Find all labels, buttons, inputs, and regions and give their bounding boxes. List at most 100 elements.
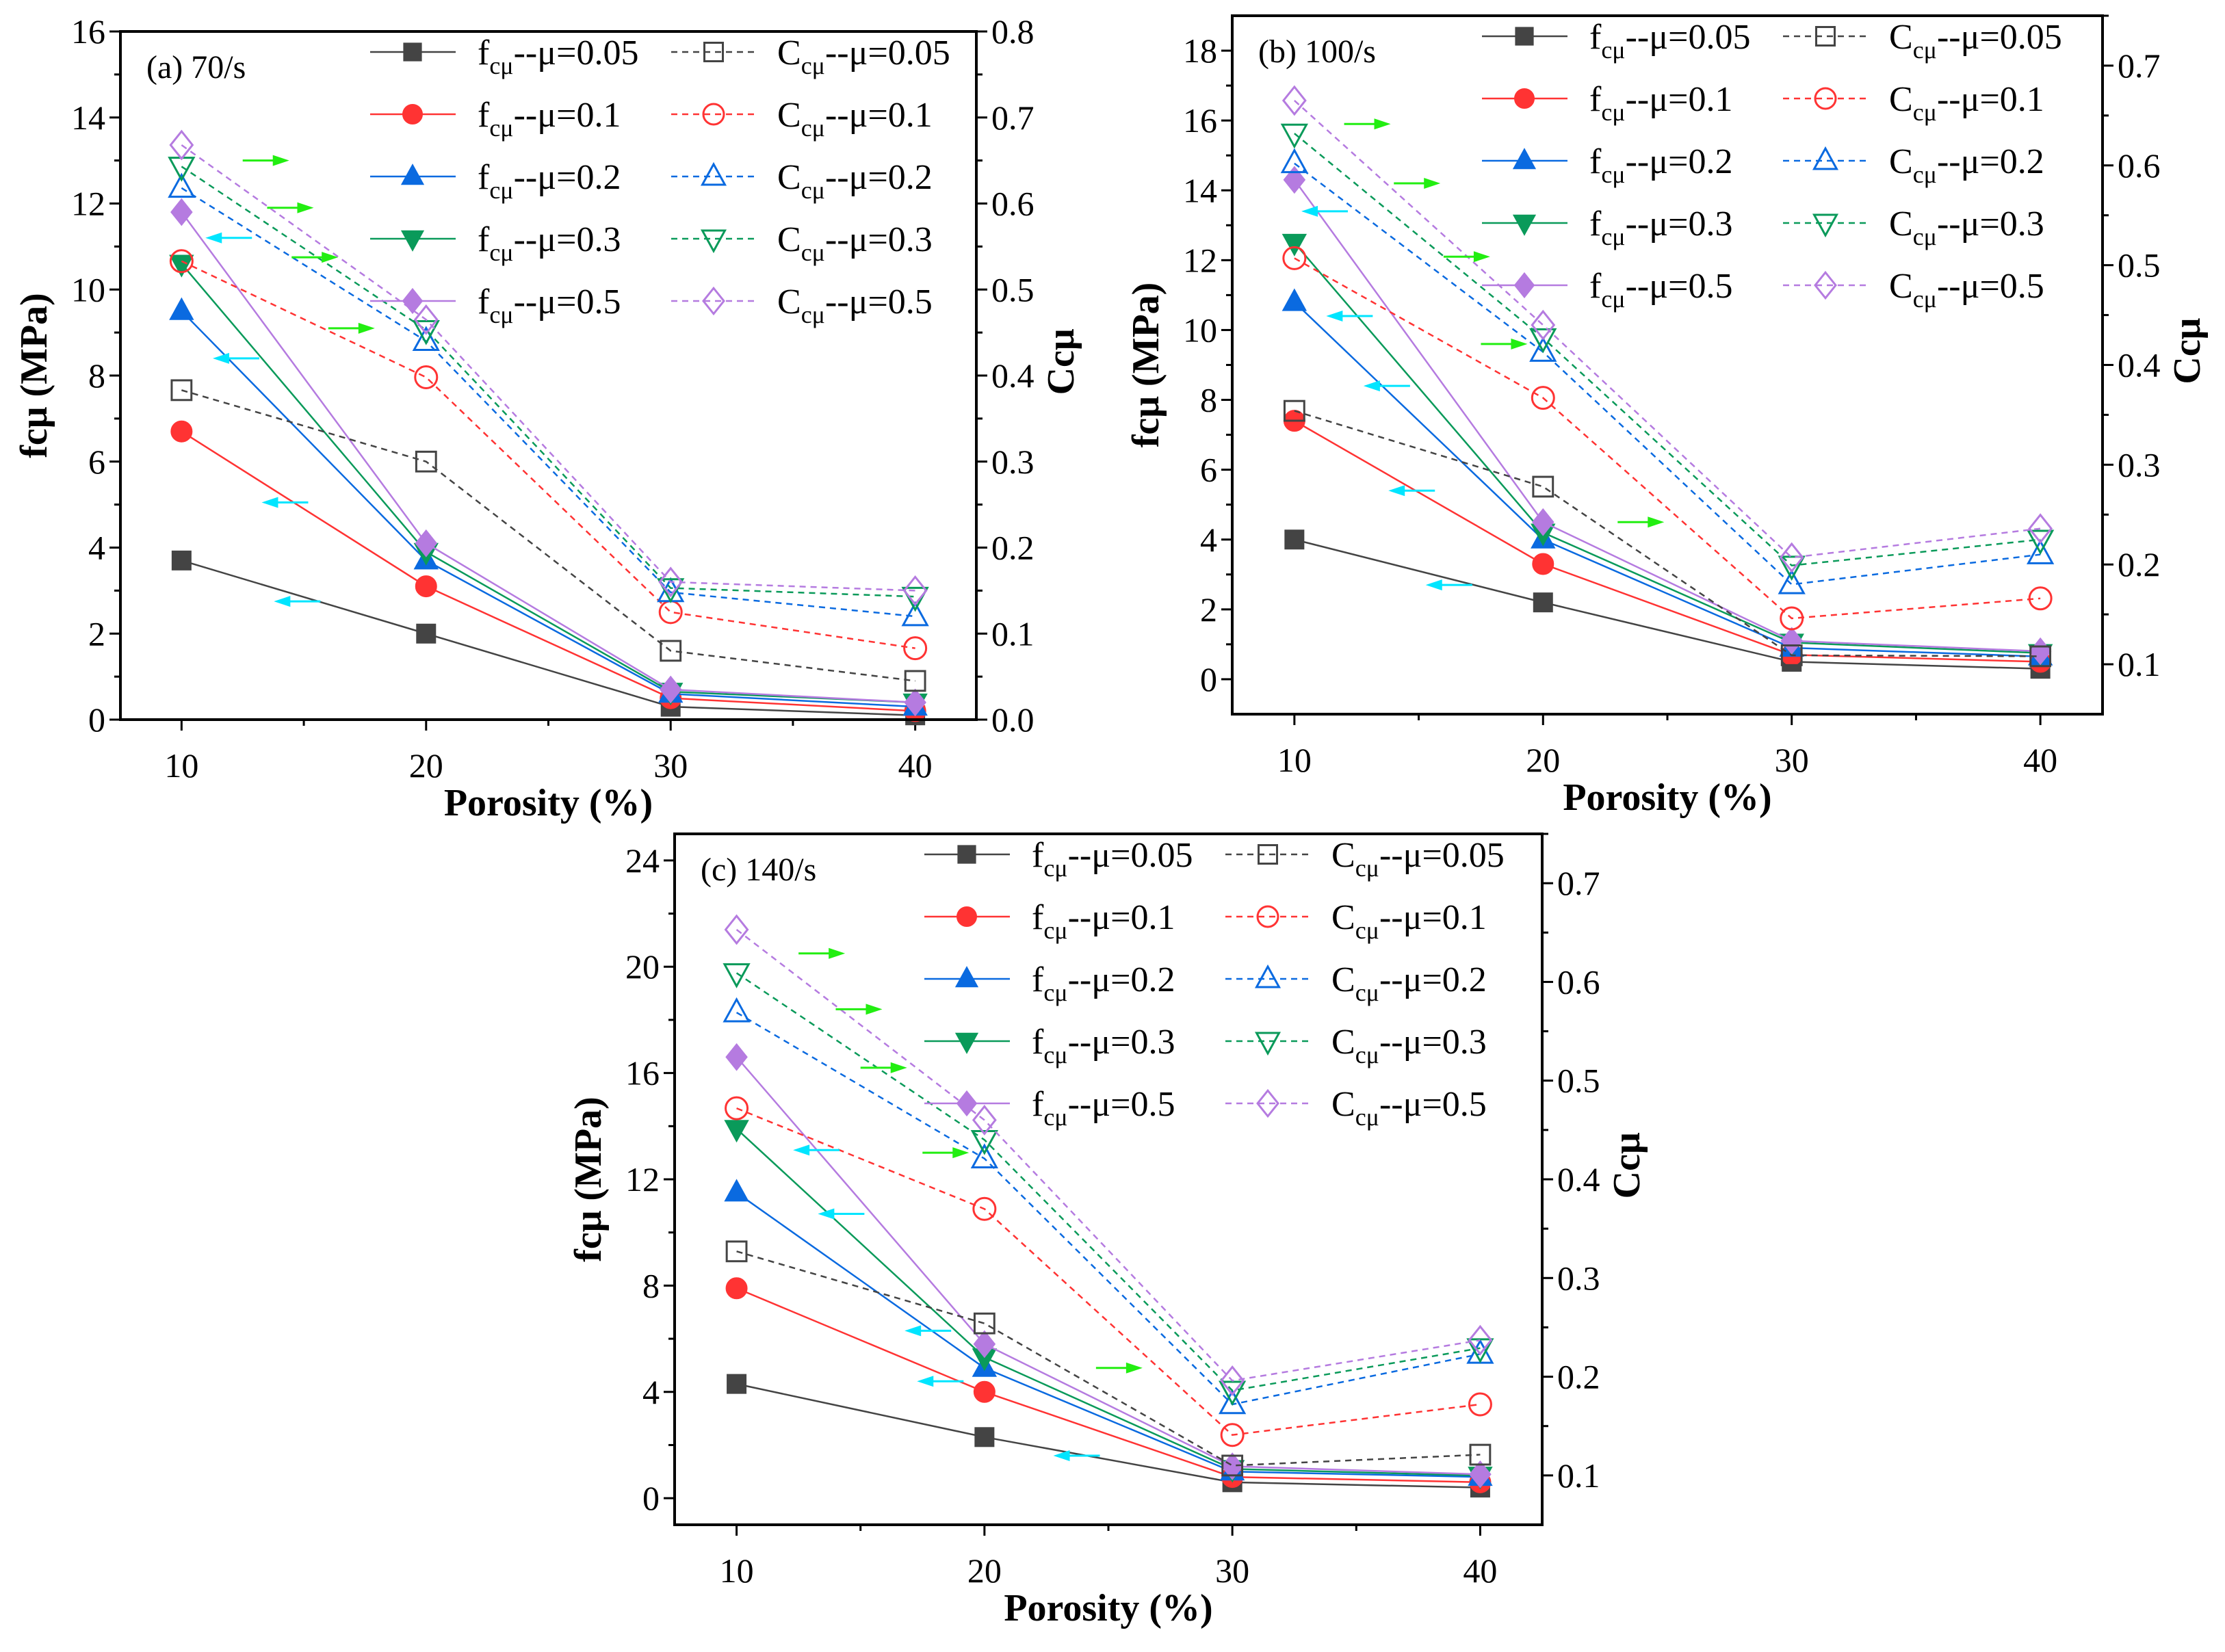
y-tick-label: 2 [88, 614, 105, 653]
data-point [725, 1096, 749, 1120]
series-line [1293, 242, 2041, 654]
legend-label: Ccμ--μ=0.1 [777, 96, 933, 142]
x-tick-label: 30 [1775, 741, 1809, 779]
legend-sub: cμ [1043, 917, 1067, 944]
data-point [727, 1374, 747, 1394]
legend-sub: cμ [1913, 36, 1937, 64]
y2-tick-label: 0.7 [1557, 864, 1600, 902]
data-point [970, 1143, 998, 1168]
y-tick-label: 16 [625, 1054, 660, 1092]
y-tick-label: 18 [1183, 31, 1217, 70]
legend-sub: cμ [1601, 99, 1625, 126]
series-line [181, 389, 915, 682]
y2-tick-label: 0.3 [991, 443, 1035, 481]
arrow-head-icon [1301, 205, 1318, 217]
legend-main: C [1889, 267, 1913, 306]
y2-tick-label: 0.2 [991, 529, 1035, 567]
series-c-mu-0_05 [1283, 399, 2052, 668]
data-point [413, 304, 439, 335]
x-tick-label: 40 [898, 746, 933, 785]
data-point [724, 1120, 749, 1143]
legend-item: Ccμ--μ=0.2 [1225, 960, 1487, 1006]
legend-main: f [1032, 836, 1044, 875]
legend-sep: --μ=0.3 [1937, 205, 2044, 244]
legend-sep: --μ=0.3 [514, 220, 621, 259]
arrow-head-icon [1473, 251, 1490, 263]
legend-main: f [478, 96, 490, 135]
data-point [657, 578, 685, 603]
legend-main: f [1032, 1085, 1044, 1124]
panel-label: (c) 140/s [701, 852, 816, 888]
legend-main: C [777, 96, 801, 135]
legend-sub: cμ [489, 239, 513, 266]
y2-tick-label: 0.4 [991, 356, 1035, 395]
legend-label: fcμ--μ=0.05 [1589, 18, 1750, 64]
legend-label: fcμ--μ=0.5 [478, 283, 621, 328]
y2-tick-label: 0.5 [1557, 1062, 1600, 1100]
arrow-head-icon [1511, 338, 1528, 350]
legend-sub: cμ [1355, 979, 1379, 1006]
y-tick-label: 10 [1183, 311, 1217, 349]
legend-main: C [1889, 80, 1913, 119]
data-point [1220, 1365, 1245, 1396]
arrow-head-icon [1388, 485, 1405, 497]
legend-sep: --μ=0.5 [514, 283, 621, 322]
legend-marker [1258, 844, 1278, 865]
data-point [415, 529, 438, 558]
y2-axis-title: Ccμ [1606, 1132, 1648, 1198]
data-point [2027, 539, 2055, 564]
data-point [1283, 166, 1306, 194]
legend-sub: cμ [1355, 1041, 1379, 1068]
y-tick-label: 8 [642, 1266, 660, 1304]
legend-marker [1814, 87, 1837, 110]
data-point [1778, 569, 1806, 594]
legend-marker [402, 104, 423, 124]
x-tick-label: 30 [653, 746, 688, 785]
legend-main: f [1032, 1023, 1044, 1062]
legend-marker [1812, 146, 1839, 170]
legend-label: Ccμ--μ=0.3 [1889, 205, 2044, 250]
legend-marker [954, 1032, 979, 1054]
legend-main: f [478, 158, 490, 197]
series-line [736, 1192, 1481, 1478]
legend-main: f [1589, 18, 1602, 57]
data-point [1780, 606, 1804, 631]
legend-sep: --μ=0.5 [825, 283, 933, 322]
y-tick-label: 12 [625, 1160, 660, 1198]
legend-main: f [1589, 205, 1602, 244]
legend-main: C [777, 220, 801, 259]
y-tick-label: 14 [71, 99, 105, 137]
series-c-mu-0_05 [725, 1240, 1492, 1477]
series-line [1294, 257, 2041, 620]
legend-main: C [1331, 898, 1355, 937]
y-tick-label: 20 [625, 947, 660, 986]
y-tick-label: 0 [1200, 660, 1217, 698]
data-point [658, 600, 683, 625]
legend-label: Ccμ--μ=0.5 [777, 283, 933, 328]
legend-label: fcμ--μ=0.3 [1589, 205, 1732, 250]
data-point [1780, 627, 1803, 655]
y2-tick-label: 0.5 [991, 270, 1035, 309]
x-tick-label: 40 [2023, 741, 2057, 779]
legend-sub: cμ [489, 301, 513, 328]
x-axis-title: Porosity (%) [1004, 1587, 1212, 1629]
legend-item: Ccμ--μ=0.05 [1783, 18, 2062, 64]
data-point [415, 450, 437, 473]
data-point [1468, 1392, 1492, 1417]
legend-sep: --μ=0.3 [825, 220, 933, 259]
chart-panel-a: 0 2 4 6 8 10 12 14 16 0.0 0.1 0.2 0.3 0.4 0.5 0.6 0.7 0.8… [13, 12, 1082, 824]
series-line [1293, 301, 2041, 658]
legend-marker [956, 1090, 978, 1117]
legend-label: fcμ--μ=0.1 [478, 96, 621, 142]
data-point [412, 320, 440, 345]
legend-item: fcμ--μ=0.05 [924, 836, 1193, 882]
legend-label: Ccμ--μ=0.1 [1889, 80, 2044, 126]
y-tick-label: 12 [71, 185, 105, 223]
legend-marker [1513, 272, 1535, 299]
y2-tick-label: 0.7 [2118, 47, 2161, 85]
legend-marker [1254, 1032, 1281, 1056]
data-point [169, 129, 194, 161]
series-line [736, 928, 1481, 1382]
legend-sub: cμ [1601, 161, 1625, 188]
arrow-head-icon [205, 232, 222, 244]
